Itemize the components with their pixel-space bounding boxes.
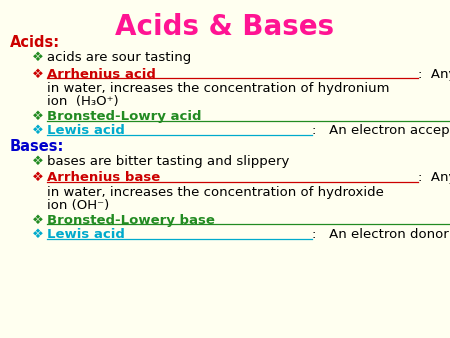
Text: acids are sour tasting: acids are sour tasting	[47, 51, 192, 64]
Text: ❖: ❖	[32, 51, 43, 64]
Text: ❖: ❖	[32, 68, 43, 80]
Text: :   An electron donor: : An electron donor	[312, 228, 449, 241]
Text: Lewis acid: Lewis acid	[47, 228, 125, 241]
Text: ion  (H₃O⁺): ion (H₃O⁺)	[47, 95, 119, 108]
Text: Bases:: Bases:	[10, 139, 64, 154]
Text: Acids:: Acids:	[10, 35, 60, 50]
Text: Lewis acid: Lewis acid	[47, 124, 125, 137]
Text: Bronsted-Lowry acid: Bronsted-Lowry acid	[47, 110, 202, 123]
Text: ❖: ❖	[32, 110, 43, 123]
Text: Bronsted-Lowery base: Bronsted-Lowery base	[47, 214, 215, 226]
Text: :   An electron acceptor: : An electron acceptor	[312, 124, 450, 137]
Text: ❖: ❖	[32, 214, 43, 226]
Text: ❖: ❖	[32, 228, 43, 241]
Text: ❖: ❖	[32, 171, 43, 184]
Text: ❖: ❖	[32, 124, 43, 137]
Text: Acids & Bases: Acids & Bases	[116, 13, 334, 41]
Text: bases are bitter tasting and slippery: bases are bitter tasting and slippery	[47, 155, 290, 168]
Text: ion (OH⁻): ion (OH⁻)	[47, 199, 109, 212]
Text: :  Any substance that, when dissolved: : Any substance that, when dissolved	[418, 68, 450, 80]
Text: in water, increases the concentration of hydroxide: in water, increases the concentration of…	[47, 186, 384, 198]
Text: in water, increases the concentration of hydronium: in water, increases the concentration of…	[47, 82, 390, 95]
Text: Arrhenius acid: Arrhenius acid	[47, 68, 156, 80]
Text: :  Any substance that, when dissolved: : Any substance that, when dissolved	[418, 171, 450, 184]
Text: Arrhenius base: Arrhenius base	[47, 171, 161, 184]
Text: ❖: ❖	[32, 155, 43, 168]
